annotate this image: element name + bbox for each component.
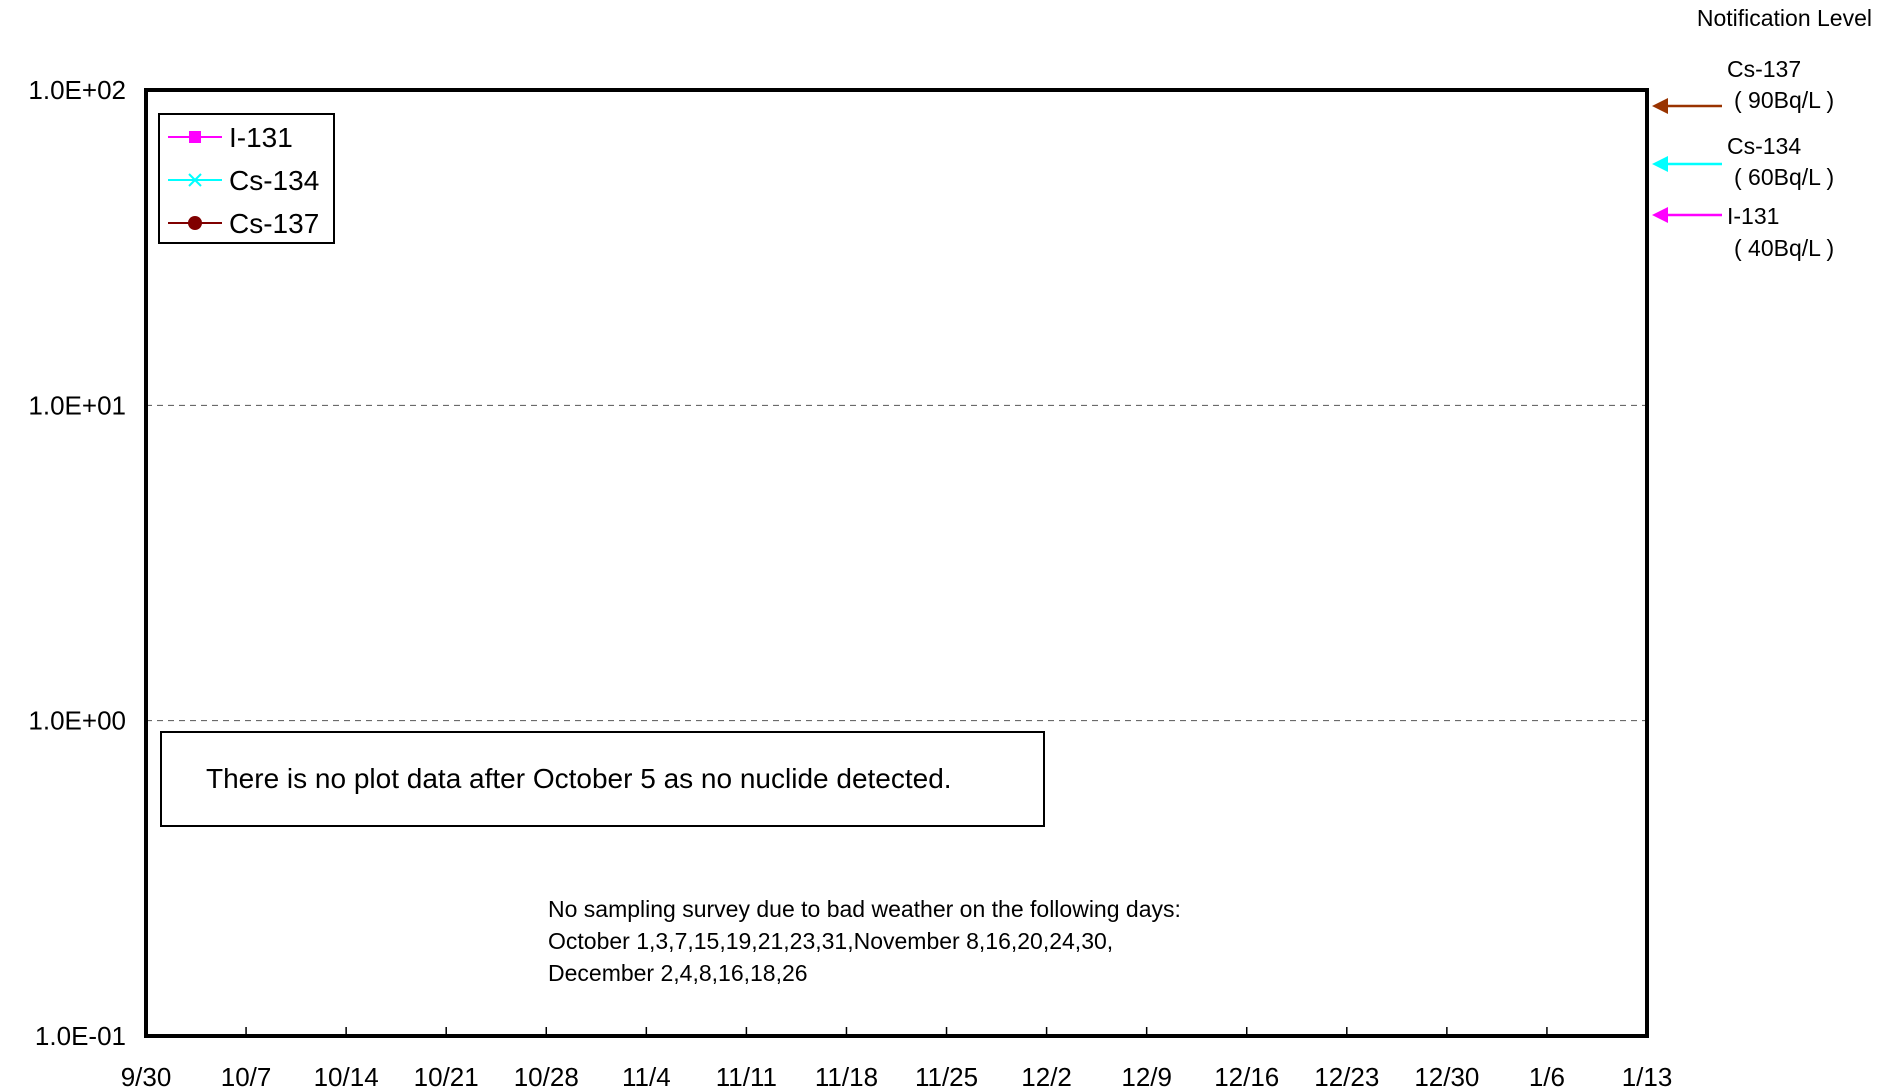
notification-level-i131: I-131 ( 40Bq/L )	[1652, 203, 1834, 261]
x-tick-label: 12/16	[1214, 1062, 1279, 1089]
x-tick-label: 12/23	[1314, 1062, 1379, 1089]
x-tick-label: 12/30	[1414, 1062, 1479, 1089]
x-tick-label: 10/7	[221, 1062, 272, 1089]
x-tick-label: 1/6	[1529, 1062, 1565, 1089]
x-tick-label: 10/21	[414, 1062, 479, 1089]
x-tick-label: 11/11	[716, 1062, 777, 1089]
legend: I-131 Cs-134 Cs-137	[158, 113, 335, 244]
x-tick-label: 12/9	[1121, 1062, 1172, 1089]
x-tick-label: 1/13	[1622, 1062, 1673, 1089]
x-tick-label: 11/25	[915, 1062, 978, 1089]
no-data-note: There is no plot data after October 5 as…	[160, 731, 1045, 827]
notification-value-cs134: ( 60Bq/L )	[1734, 164, 1834, 190]
grid-lines	[146, 404, 1647, 722]
legend-square-marker-icon	[189, 131, 201, 143]
y-tick-label: 1.0E+01	[28, 390, 126, 420]
x-tick-label: 11/4	[622, 1062, 671, 1089]
y-tick-label: 1.0E+02	[28, 75, 126, 105]
notification-value-i131: ( 40Bq/L )	[1734, 235, 1834, 261]
notification-level-cs137: Cs-137 ( 90Bq/L )	[1652, 56, 1834, 114]
weather-note: No sampling survey due to bad weather on…	[548, 896, 1181, 986]
legend-circle-marker-icon	[188, 216, 202, 230]
x-tick-label: 12/2	[1021, 1062, 1072, 1089]
arrow-left-icon	[1652, 156, 1668, 172]
plot-area-frame	[144, 88, 1649, 1038]
legend-label-cs137: Cs-137	[229, 208, 319, 239]
weather-note-line-1: No sampling survey due to bad weather on…	[548, 896, 1181, 922]
notification-value-cs137: ( 90Bq/L )	[1734, 87, 1834, 113]
notification-name-i131: I-131	[1727, 203, 1779, 229]
notification-levels: Notification Level Cs-137 ( 90Bq/L ) Cs-…	[1652, 5, 1872, 261]
legend-item-i131: I-131	[168, 122, 293, 153]
note-box	[160, 731, 1045, 827]
arrow-left-icon	[1652, 207, 1668, 223]
weather-note-line-2: October 1,3,7,15,19,21,23,31,November 8,…	[548, 928, 1113, 954]
legend-x-marker-icon	[188, 173, 202, 187]
y-tick-label: 1.0E+00	[28, 706, 126, 736]
notification-name-cs134: Cs-134	[1727, 133, 1801, 159]
x-axis-ticks: 9/30 10/7 10/14 10/21 10/28 11/4 11/11 11/18 11/…	[121, 1027, 1673, 1089]
x-tick-label: 10/28	[514, 1062, 579, 1089]
notification-title: Notification Level	[1697, 5, 1872, 31]
legend-item-cs137: Cs-137	[168, 208, 319, 239]
x-tick-label: 11/18	[815, 1062, 878, 1089]
legend-label-i131: I-131	[229, 122, 293, 153]
weather-note-line-3: December 2,4,8,16,18,26	[548, 960, 808, 986]
arrow-left-icon	[1652, 98, 1668, 114]
y-axis-tick-labels: 1.0E+02 1.0E+01 1.0E+00 1.0E-01	[28, 75, 126, 1051]
notification-name-cs137: Cs-137	[1727, 56, 1801, 82]
notification-level-cs134: Cs-134 ( 60Bq/L )	[1652, 133, 1834, 190]
note-text: There is no plot data after October 5 as…	[206, 763, 952, 794]
legend-item-cs134: Cs-134	[168, 165, 319, 196]
x-tick-label: 10/14	[314, 1062, 379, 1089]
y-tick-label: 1.0E-01	[35, 1021, 126, 1051]
x-tick-label: 9/30	[121, 1062, 172, 1089]
legend-label-cs134: Cs-134	[229, 165, 319, 196]
